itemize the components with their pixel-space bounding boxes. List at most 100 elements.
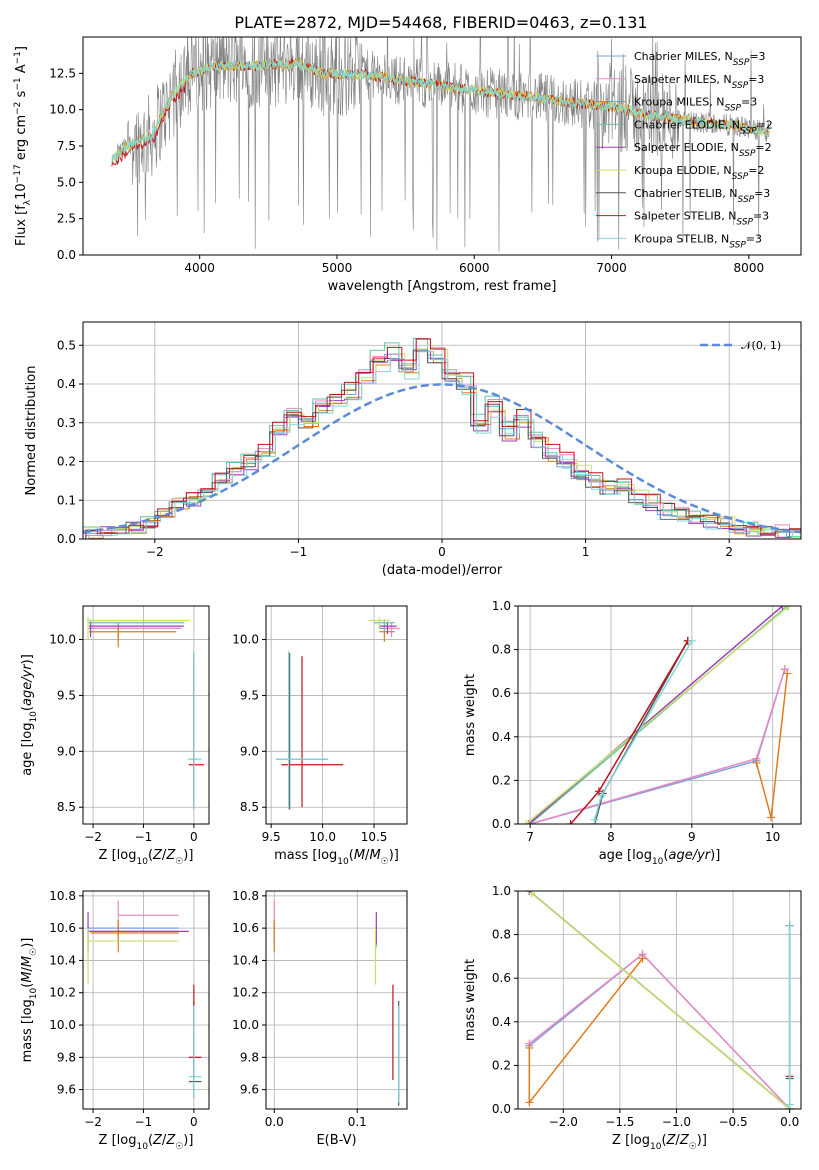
age_vs_mass-xlabel: mass [log10(M/M☉)] [274,848,399,867]
label-part: −1 [13,77,23,90]
label-part: Z [679,1133,690,1148]
label-part: SSP [729,240,746,250]
residuals-ytick-label: 0.0 [57,532,76,546]
label-part: Z [log [612,1133,650,1148]
label-part: Salpeter STELIB, N [634,210,736,223]
label-part: E(B-V) [316,1133,356,1148]
mass_vs_EBV-ytick-label: 10.6 [232,921,259,935]
residuals-ytick-label: 0.5 [57,338,76,352]
label-part: Chabrier STELIB, N [634,187,738,200]
spectrum-model-line [111,57,770,167]
spectrum-panel: 4000 5000 6000 7000 8000 0.0 2.5 5.0 7.5 10.0 12.5… [13,36,802,294]
massweight_vs_Z-point-marker [525,1098,534,1107]
age_vs_Z-plot-area [87,617,204,810]
age_vs_mass-ytick-label: 9.0 [240,744,259,758]
spectrum-xtick-label: 7000 [596,261,627,275]
label-part: 10 [337,857,349,867]
mass_vs_Z-frame [82,890,210,1110]
label-part: Z [165,1133,176,1148]
massweight_vs_age-point-marker [590,815,599,824]
label-part: M [20,971,35,982]
massweight_vs_age-point-marker [522,820,531,824]
label-part: age/yr [20,663,35,706]
label-part: M [369,848,380,863]
massweight_vs_age-plot-area [522,606,793,824]
massweight_vs_Z-frame [517,890,802,1110]
label-part: Chabrier ELODIE, N [634,118,740,131]
label-part: =3 [748,73,764,86]
label-part: SSP [733,58,750,68]
spectrum-xtick-label: 6000 [459,261,490,275]
spectrum-ytick-label: 12.5 [49,66,76,80]
massweight_vs_Z-ytick-label: 1.0 [492,884,511,898]
massweight_vs_age-frame [517,605,802,825]
label-part: Kroupa STELIB, N [634,232,729,245]
label-part: ☉ [29,948,39,956]
mass_vs_Z-plot-area [87,900,202,1098]
residuals-xtick-label: 0 [438,545,446,559]
normal-distribution-curve [83,383,801,534]
age_vs_Z-xtick-label: 0 [190,830,198,844]
legend-entry: Salpeter STELIB, NSSP=3 [634,210,769,228]
label-part: wavelength [Angstrom, rest frame] [328,279,557,294]
label-part: ] [14,46,29,51]
mass_vs_Z-ytick-label: 10.8 [49,889,76,903]
mass_vs_Z-xtick-label: −1 [135,1115,153,1129]
label-part: −1 [13,51,23,64]
label-part: Chabrier MILES, N [634,50,733,63]
age_vs_mass-ytick-label: 8.5 [240,800,259,814]
spectrum-xlabel: wavelength [Angstrom, rest frame] [328,279,557,294]
massweight_vs_age-point-marker [780,665,789,674]
label-part: )] [183,848,193,863]
label-part: SSP [736,218,753,228]
massweight_vs_age-xlabel: age [log10(age/yr)] [599,848,721,867]
label-part: / [20,966,35,971]
age_vs_Z-ytick-label: 8.5 [57,800,76,814]
massweight_vs_age-series-line [525,606,790,824]
label-part: =2 [755,141,771,154]
massweight_vs_Z-point-marker [525,1043,534,1052]
residuals-ytick-label: 0.4 [57,377,76,391]
label-part: Z [152,1133,163,1148]
label-part: ( [148,848,153,863]
label-part: −17 [13,164,23,183]
mass_vs_Z-xtick-label: −2 [84,1115,102,1129]
massweight_vs_age-point-marker [783,669,792,678]
massweight_vs_age-xtick-label: 7 [526,830,534,844]
label-part: ☉ [175,857,183,867]
massweight_vs_age-ylabel: mass weight [463,674,478,756]
label-part: Z [log [99,1133,137,1148]
massweight_vs_age-xtick-label: 10 [765,830,780,844]
label-part: SSP [732,172,749,182]
mass_vs_Z-ytick-label: 9.6 [57,1083,76,1097]
massweight_vs_Z-plot-area [525,891,794,1109]
massweight_vs_age-ytick-label: 0.0 [492,817,511,831]
label-part: mass [log [20,999,35,1062]
massweight_vs_age-point-marker [767,813,776,822]
spectrum-frame [82,36,802,256]
label-part: age [log [20,723,35,776]
massweight_vs_Z-xtick-label: 0.0 [780,1115,799,1129]
spectrum-xtick-label: 8000 [734,261,765,275]
legend-entry: Kroupa STELIB, NSSP=3 [634,232,762,250]
legend-entry: Kroupa MILES, NSSP=3 [634,96,757,114]
massweight_vs_Z-point-marker [638,954,647,963]
age_vs_Z-panel: −2 −1 08.59.09.510.0Z [log10(Z/Z☉)]age [lo… [20,605,210,867]
label-part: SSP [732,81,749,91]
massweight_vs_Z-xlabel: Z [log10(Z/Z☉)] [612,1133,707,1152]
massweight_vs_Z-ytick-label: 0.0 [492,1102,511,1116]
residuals-plot-area [83,337,801,539]
massweight_vs_Z-xtick-label: −0.5 [719,1115,748,1129]
legend-entry: Chabrier STELIB, NSSP=3 [634,187,770,205]
label-part: =2 [757,118,773,131]
label-part: ( [349,848,354,863]
mass_vs_EBV-ytick-label: 9.8 [240,1050,259,1064]
label-part: 10 [14,183,29,200]
massweight_vs_age-ytick-label: 0.8 [492,643,511,657]
massweight_vs_age-point-marker [566,820,575,824]
residuals-ytick-label: 0.2 [57,455,76,469]
label-part: )] [389,848,399,863]
massweight_vs_age-ytick-label: 0.2 [492,773,511,787]
